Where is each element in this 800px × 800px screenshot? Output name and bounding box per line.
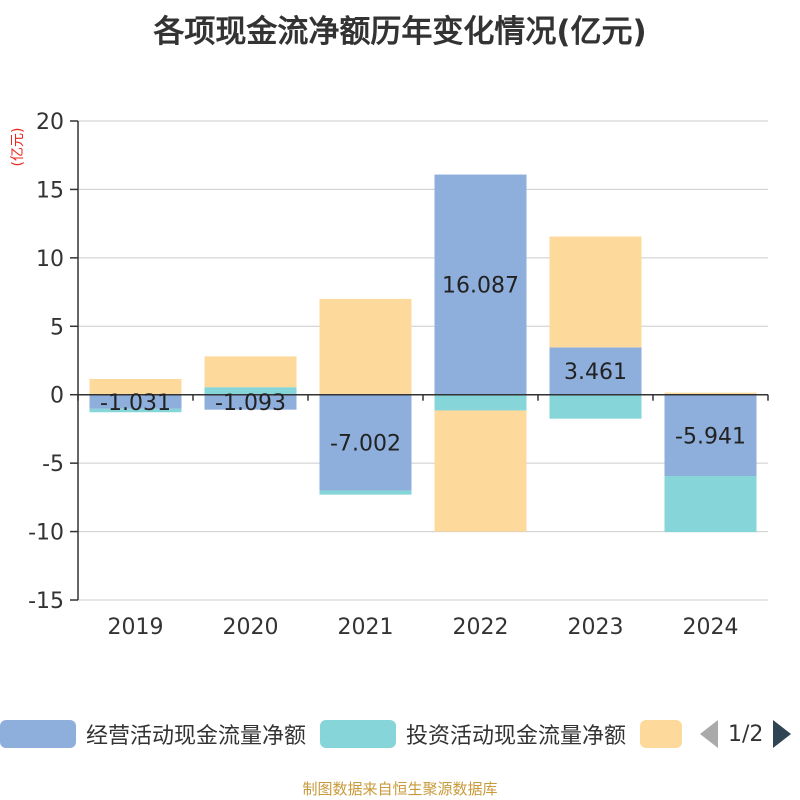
x-tick-label: 2023 [568, 615, 624, 640]
legend-item-operating[interactable]: 经营活动现金流量净额 [0, 716, 306, 752]
x-tick-label: 2019 [108, 615, 164, 640]
bar-2019-series-1 [89, 408, 182, 413]
bar-2022-series-2 [434, 410, 527, 532]
bar-2023-series-0 [549, 347, 642, 395]
bar-2024-series-1 [664, 476, 757, 533]
legend-swatch-financing [640, 720, 682, 748]
data-source-note: 制图数据来自恒生聚源数据库 [302, 780, 498, 798]
bar-2021-series-2 [319, 298, 412, 395]
x-tick-label: 2022 [453, 615, 509, 640]
bar-2024-series-2 [664, 392, 757, 395]
legend-item-financing[interactable] [640, 716, 682, 752]
data-label: -1.093 [215, 391, 286, 416]
bar-2022-series-1 [434, 394, 527, 411]
data-label: -5.941 [675, 424, 746, 449]
y-tick-label: -5 [42, 452, 64, 477]
y-tick-label: 0 [50, 384, 64, 409]
bar-2024-series-0 [664, 394, 757, 477]
legend-pager: 1/2 [700, 716, 792, 752]
bar-2023-series-2 [549, 236, 642, 348]
y-tick-label: -15 [28, 589, 64, 614]
y-tick-label: 5 [50, 315, 64, 340]
bar-2019-series-2 [89, 378, 182, 395]
chart-title: 各项现金流净额历年变化情况(亿元) [153, 14, 647, 50]
bar-chart: 20 15 10 5 0 -5 -10 -15 2019 2020 2021 2022 2023 2024… [28, 110, 769, 640]
legend-swatch-operating [0, 720, 76, 748]
bar-2021-series-0 [319, 394, 412, 491]
y-tick-label: 10 [36, 247, 64, 272]
x-tick-label: 2020 [223, 615, 279, 640]
data-label: -7.002 [330, 432, 401, 457]
x-tick-label: 2024 [683, 615, 739, 640]
bar-2019-series-0 [89, 394, 182, 409]
y-tick-label: 20 [36, 110, 64, 135]
x-tick-label: 2021 [338, 615, 394, 640]
legend: 经营活动现金流量净额 投资活动现金流量净额 [0, 716, 800, 756]
y-tick-label: -10 [28, 521, 64, 546]
legend-label-operating: 经营活动现金流量净额 [86, 724, 307, 749]
legend-label-investing: 投资活动现金流量净额 [406, 724, 627, 749]
data-label: -1.031 [100, 391, 171, 416]
bar-2023-series-1 [549, 394, 642, 419]
legend-page-indicator: 1/2 [728, 721, 764, 747]
bar-2020-series-2 [204, 356, 297, 388]
bar-2020-series-1 [204, 387, 297, 395]
legend-prev-page-icon[interactable] [700, 720, 718, 748]
legend-swatch-investing [320, 720, 396, 748]
data-label: 16.087 [442, 274, 519, 299]
data-label: 3.461 [564, 360, 627, 385]
y-tick-label: 15 [36, 178, 64, 203]
bar-2022-series-0 [434, 174, 527, 395]
bar-2020-series-0 [204, 394, 297, 410]
bar-2021-series-1 [319, 490, 412, 495]
legend-next-page-icon[interactable] [773, 720, 792, 748]
legend-item-investing[interactable]: 投资活动现金流量净额 [320, 716, 626, 752]
